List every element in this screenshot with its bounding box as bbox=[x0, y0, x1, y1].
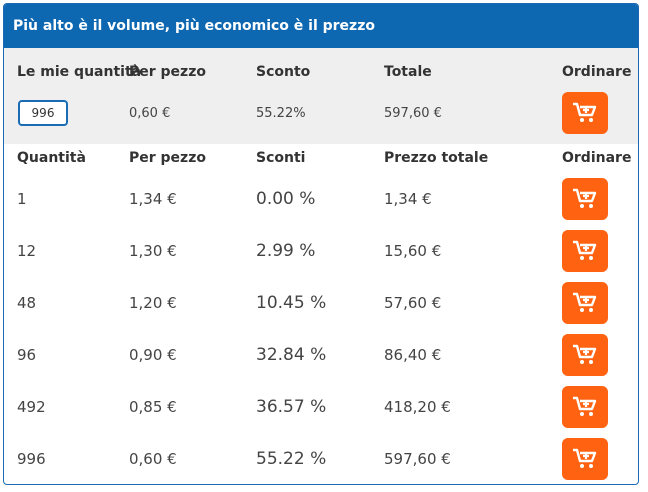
order-column-header: Ordinare bbox=[562, 150, 632, 166]
row-discount: 36.57 % bbox=[256, 397, 327, 417]
add-to-cart-icon bbox=[573, 292, 597, 312]
discount-column-header: Sconti bbox=[256, 150, 306, 166]
row-total: 86,40 € bbox=[384, 346, 442, 364]
my-quantity-header: Le mie quantità bbox=[17, 64, 142, 80]
row-discount: 55.22 % bbox=[256, 449, 327, 469]
my-per-piece-header: Per pezzo bbox=[129, 64, 206, 80]
order-button[interactable] bbox=[562, 334, 608, 376]
add-to-cart-icon bbox=[573, 102, 597, 122]
add-to-cart-icon bbox=[573, 240, 597, 260]
volume-pricing-panel: Più alto è il volume, più economico è il… bbox=[3, 3, 639, 485]
add-to-cart-icon bbox=[573, 448, 597, 468]
row-discount: 0.00 % bbox=[256, 189, 316, 209]
my-discount-value: 55.22% bbox=[256, 106, 306, 121]
row-per-piece: 1,20 € bbox=[129, 294, 177, 312]
row-total: 57,60 € bbox=[384, 294, 442, 312]
order-button[interactable] bbox=[562, 230, 608, 272]
add-to-cart-icon bbox=[573, 344, 597, 364]
quantity-column-header: Quantità bbox=[17, 150, 86, 166]
order-button[interactable] bbox=[562, 386, 608, 428]
my-quantity-order-button[interactable] bbox=[562, 92, 608, 134]
row-quantity: 48 bbox=[17, 294, 37, 312]
my-quantity-section: Le mie quantità Per pezzo Sconto Totale … bbox=[4, 48, 638, 144]
row-quantity: 12 bbox=[17, 242, 37, 260]
row-per-piece: 0,60 € bbox=[129, 450, 177, 468]
my-total-value: 597,60 € bbox=[384, 106, 442, 121]
row-total: 15,60 € bbox=[384, 242, 442, 260]
row-per-piece: 1,34 € bbox=[129, 190, 177, 208]
my-per-piece-value: 0,60 € bbox=[129, 106, 171, 121]
order-button[interactable] bbox=[562, 178, 608, 220]
row-total: 1,34 € bbox=[384, 190, 432, 208]
row-per-piece: 1,30 € bbox=[129, 242, 177, 260]
row-discount: 2.99 % bbox=[256, 241, 316, 261]
panel-title: Più alto è il volume, più economico è il… bbox=[4, 4, 638, 48]
add-to-cart-icon bbox=[573, 396, 597, 416]
my-order-header: Ordinare bbox=[562, 64, 632, 80]
row-quantity: 492 bbox=[17, 398, 46, 416]
row-per-piece: 0,90 € bbox=[129, 346, 177, 364]
add-to-cart-icon bbox=[573, 188, 597, 208]
row-per-piece: 0,85 € bbox=[129, 398, 177, 416]
order-button[interactable] bbox=[562, 282, 608, 324]
my-total-header: Totale bbox=[384, 64, 432, 80]
row-quantity: 1 bbox=[17, 190, 27, 208]
row-discount: 10.45 % bbox=[256, 293, 327, 313]
per-piece-column-header: Per pezzo bbox=[129, 150, 206, 166]
row-total: 597,60 € bbox=[384, 450, 451, 468]
row-discount: 32.84 % bbox=[256, 345, 327, 365]
order-button[interactable] bbox=[562, 438, 608, 480]
row-quantity: 96 bbox=[17, 346, 37, 364]
my-discount-header: Sconto bbox=[256, 64, 311, 80]
quantity-input[interactable] bbox=[18, 100, 68, 126]
row-total: 418,20 € bbox=[384, 398, 451, 416]
row-quantity: 996 bbox=[17, 450, 46, 468]
total-column-header: Prezzo totale bbox=[384, 150, 489, 166]
